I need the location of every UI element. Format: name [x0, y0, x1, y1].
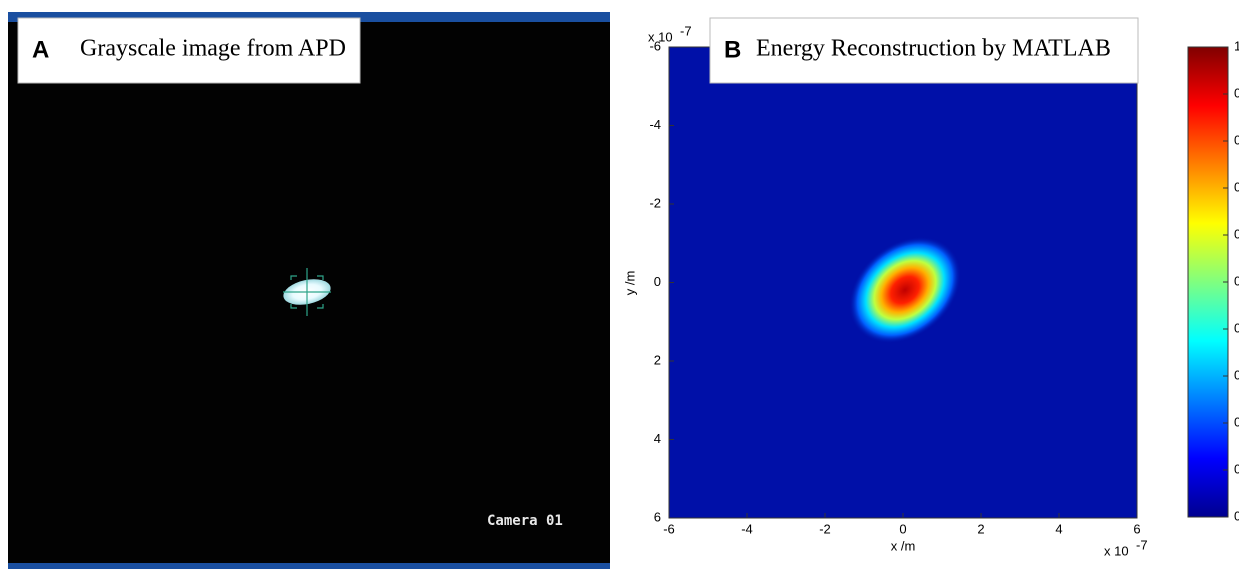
y-axis-label: y /m — [622, 271, 637, 296]
y-tick-label: 4 — [654, 431, 661, 446]
panel-a: A Grayscale image from APD Camera 01 — [8, 12, 610, 569]
label-box — [709, 17, 1139, 84]
x-tick-label: -4 — [741, 521, 753, 536]
y-tick-label: 0 — [654, 274, 661, 289]
colorbar-tick-label: 0.5 — [1234, 273, 1239, 288]
panel-letter: A — [32, 36, 49, 63]
panel-title: Grayscale image from APD — [80, 36, 346, 62]
label-box — [17, 17, 361, 84]
x-tick-label: -2 — [819, 521, 831, 536]
x-tick-label: 2 — [977, 521, 984, 536]
y-tick-label: 6 — [654, 509, 661, 524]
x-tick-label: 0 — [899, 521, 906, 536]
camera-label: Camera 01 — [487, 513, 563, 529]
panel-letter: B — [724, 36, 741, 63]
axis-multiplier: x 10 — [1104, 543, 1129, 558]
colorbar-tick-label: 0.3 — [1234, 367, 1239, 382]
colorbar-tick-label: 0 — [1234, 508, 1239, 523]
y-tick-label: 2 — [654, 352, 661, 367]
crosshair — [283, 268, 331, 316]
y-tick-label: -6 — [649, 38, 661, 53]
colorbar-tick-label: 1 — [1234, 38, 1239, 53]
energy-spot — [849, 236, 961, 344]
colorbar-tick-label: 0.9 — [1234, 85, 1239, 100]
colorbar-tick-label: 0.6 — [1234, 226, 1239, 241]
panel-b: B Energy Reconstruction by MATLAB x /m y… — [622, 17, 1229, 558]
panel-title: Energy Reconstruction by MATLAB — [756, 36, 1111, 62]
axis-multiplier: x 10 — [648, 29, 673, 44]
x-axis-label: x /m — [891, 538, 916, 553]
x-tick-label: 4 — [1055, 521, 1062, 536]
colorbar-tick-label: 0.4 — [1234, 320, 1239, 335]
axis-multiplier-exponent: -7 — [1136, 537, 1148, 552]
colorbar-tick-label: 0.1 — [1234, 461, 1239, 476]
x-tick-label: 6 — [1133, 521, 1140, 536]
colorbar-tick-label: 0.7 — [1234, 179, 1239, 194]
y-tick-label: -2 — [649, 195, 661, 210]
colorbar — [1187, 46, 1229, 518]
colorbar-tick-label: 0.2 — [1234, 414, 1239, 429]
colorbar-tick-label: 0.8 — [1234, 132, 1239, 147]
axis-multiplier-exponent: -7 — [680, 23, 692, 38]
x-tick-label: -6 — [663, 521, 675, 536]
y-tick-label: -4 — [649, 117, 661, 132]
